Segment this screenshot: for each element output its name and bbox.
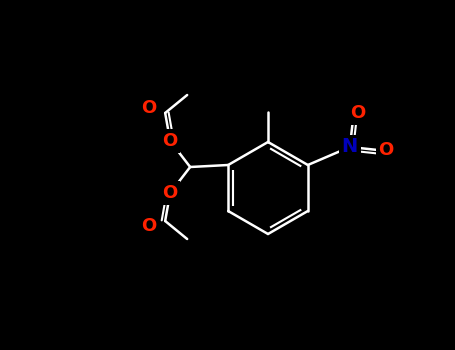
Text: O: O [162, 132, 178, 150]
Text: N: N [342, 138, 358, 156]
Text: O: O [142, 99, 157, 117]
Text: O: O [142, 217, 157, 235]
Text: O: O [162, 184, 178, 202]
Text: O: O [350, 104, 365, 122]
Text: O: O [378, 141, 394, 159]
